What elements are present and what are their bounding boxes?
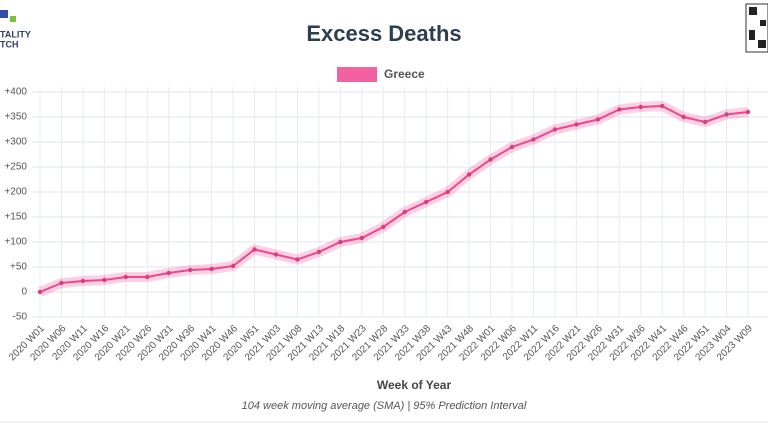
point <box>123 274 129 280</box>
point <box>80 278 86 284</box>
point <box>724 112 729 117</box>
y-tick-label: +350 <box>4 112 27 123</box>
y-tick-label: +100 <box>4 237 27 248</box>
y-tick-label: +50 <box>10 262 27 273</box>
point <box>638 104 643 110</box>
point <box>402 209 407 215</box>
point <box>145 274 150 280</box>
point <box>209 266 214 272</box>
point <box>659 103 665 109</box>
chart-title: Excess Deaths <box>306 21 461 46</box>
y-tick-label: +300 <box>4 137 27 148</box>
y-tick-label: +400 <box>4 87 27 98</box>
point <box>316 249 322 255</box>
point <box>59 280 64 286</box>
point <box>509 144 515 150</box>
subtitle: 104 week moving average (SMA) | 95% Pred… <box>242 400 527 412</box>
logo: TALITY TCH <box>0 10 31 49</box>
point <box>531 137 536 142</box>
series-line <box>39 104 749 293</box>
point <box>423 199 429 205</box>
point <box>252 247 257 252</box>
y-tick-label: +150 <box>4 212 27 223</box>
point <box>166 270 171 276</box>
logo-mark <box>0 10 8 18</box>
point <box>230 263 236 269</box>
point <box>617 107 622 112</box>
y-tick-label: +200 <box>4 187 27 198</box>
point <box>552 127 558 132</box>
point <box>381 224 386 230</box>
point <box>359 235 365 241</box>
y-tick-label: -50 <box>13 312 28 323</box>
logo-text: TCH <box>0 39 19 49</box>
qr-code <box>745 3 768 53</box>
logo-mark <box>10 16 16 22</box>
point <box>595 117 601 122</box>
point <box>488 157 493 162</box>
x-axis-title: Week of Year <box>377 378 452 392</box>
point <box>574 122 579 127</box>
logo-text: TALITY <box>0 29 31 39</box>
point <box>466 172 472 177</box>
point <box>295 257 300 262</box>
qr-block <box>758 40 766 48</box>
y-tick-label: +250 <box>4 162 27 173</box>
point <box>445 189 450 195</box>
point <box>745 109 751 115</box>
point <box>681 114 686 120</box>
qr-block <box>749 30 755 40</box>
point <box>102 277 107 283</box>
point <box>187 267 193 273</box>
legend-swatch <box>337 67 377 82</box>
legend-label: Greece <box>384 67 425 81</box>
qr-block <box>749 7 757 15</box>
y-tick-label: 0 <box>21 287 27 298</box>
point <box>273 252 279 257</box>
point <box>702 119 708 125</box>
interval-band <box>38 101 749 297</box>
qr-block <box>760 20 766 26</box>
point <box>338 239 343 245</box>
point <box>37 289 43 295</box>
